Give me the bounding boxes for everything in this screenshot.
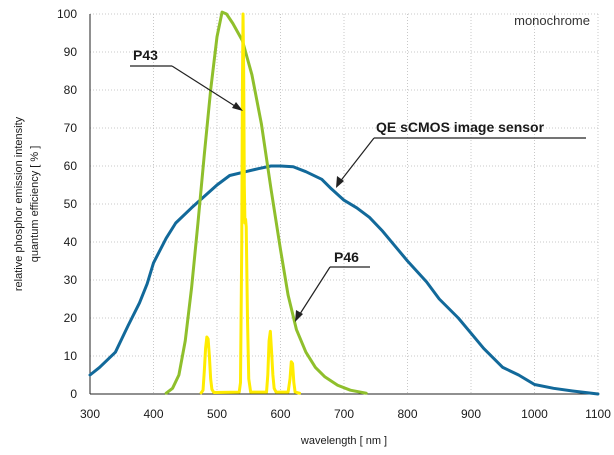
y-tick-label: 80 xyxy=(64,83,78,97)
y-tick-label: 50 xyxy=(64,197,78,211)
y-tick-label: 70 xyxy=(64,121,78,135)
axes xyxy=(89,14,598,395)
y-tick-label: 30 xyxy=(64,273,78,287)
annotation-qe: QE sCMOS image sensor xyxy=(336,119,586,188)
x-tick-label: 700 xyxy=(334,407,354,421)
y-tick-label: 0 xyxy=(70,387,77,401)
annotation-p46: P46 xyxy=(295,249,370,322)
series-line-qe-scmos-image-sensor xyxy=(88,164,600,396)
x-tick-label: 500 xyxy=(207,407,227,421)
y-axis-title-line2: quantum efficiency [ % ] xyxy=(29,146,41,263)
annotation-qe-leader xyxy=(338,137,375,184)
y-tick-label: 10 xyxy=(64,349,78,363)
annotation-qe-arrowhead xyxy=(336,176,344,188)
annotation-p43-leader xyxy=(171,65,239,109)
y-tick-label: 20 xyxy=(64,311,78,325)
tick-labels: 0 10 20 30 40 50 60 70 80 90 100 300 400 500 600 700 800… xyxy=(57,7,611,421)
y-tick-label: 100 xyxy=(57,7,77,21)
annotation-p43-arrowhead xyxy=(232,102,243,111)
x-tick-label: 1100 xyxy=(585,407,611,421)
series-line-p43 xyxy=(199,12,302,395)
corner-note-monochrome: monochrome xyxy=(514,13,590,28)
x-tick-label: 400 xyxy=(143,407,163,421)
gridlines xyxy=(90,13,599,394)
x-tick-label: 1000 xyxy=(521,407,548,421)
x-tick-label: 900 xyxy=(461,407,481,421)
annotation-qe-label: QE sCMOS image sensor xyxy=(376,119,545,135)
series-lines xyxy=(88,10,600,396)
y-tick-label: 90 xyxy=(64,45,78,59)
annotation-p43-label: P43 xyxy=(133,47,158,63)
annotation-p46-leader xyxy=(297,266,331,318)
y-tick-label: 60 xyxy=(64,159,78,173)
y-tick-label: 40 xyxy=(64,235,78,249)
annotation-p46-label: P46 xyxy=(334,249,359,265)
annotation-p46-arrowhead xyxy=(295,310,303,322)
x-axis-title: wavelength [ nm ] xyxy=(300,435,387,447)
x-tick-label: 300 xyxy=(80,407,100,421)
y-axis-title-line1: relative phosphor emission intensity xyxy=(13,116,25,291)
x-tick-label: 800 xyxy=(397,407,417,421)
x-tick-label: 600 xyxy=(270,407,290,421)
annotation-p43: P43 xyxy=(130,47,243,111)
